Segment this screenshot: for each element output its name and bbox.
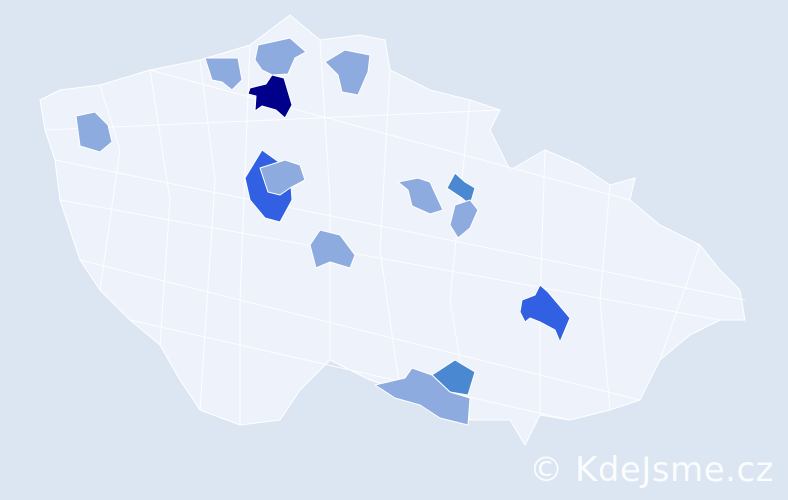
district-level1[interactable]	[449, 199, 479, 239]
district-level1[interactable]	[309, 229, 356, 269]
highlighted-districts	[75, 37, 571, 426]
district-level1[interactable]	[397, 177, 444, 215]
district-level3[interactable]	[519, 284, 571, 343]
district-level2[interactable]	[446, 172, 476, 206]
district-level3[interactable]	[259, 159, 306, 196]
watermark: © KdeJsme.cz	[529, 450, 774, 490]
district-level4[interactable]	[247, 74, 293, 119]
district-level1[interactable]	[75, 111, 113, 153]
district-level1[interactable]	[204, 57, 243, 91]
district-level1[interactable]	[254, 37, 307, 76]
district-level1[interactable]	[374, 367, 471, 426]
district-level1[interactable]	[324, 49, 371, 96]
district-borders	[44, 39, 746, 425]
